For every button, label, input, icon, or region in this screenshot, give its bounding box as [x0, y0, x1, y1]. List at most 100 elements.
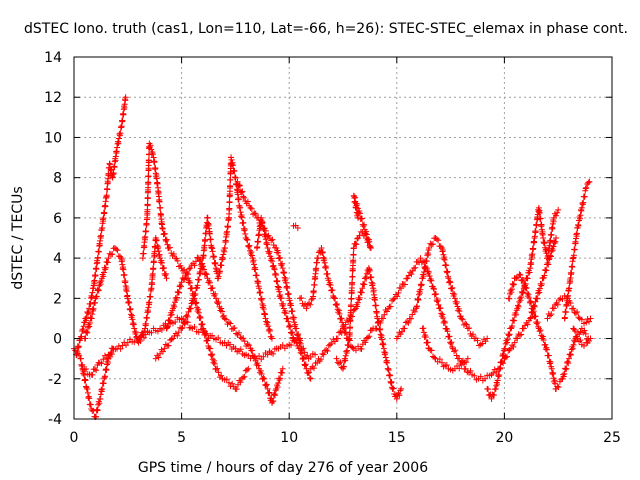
data-point — [153, 237, 160, 244]
data-point — [451, 291, 458, 298]
data-point — [319, 249, 326, 256]
data-point — [286, 322, 293, 329]
data-point — [443, 362, 450, 369]
data-point — [568, 269, 575, 276]
data-point — [441, 256, 448, 263]
data-point — [491, 392, 498, 399]
data-point — [538, 280, 545, 287]
data-point — [241, 373, 248, 380]
data-point — [223, 316, 230, 323]
data-point — [270, 350, 277, 357]
data-point — [536, 209, 543, 216]
data-point — [150, 151, 157, 158]
data-point — [435, 301, 442, 308]
data-point — [494, 377, 501, 384]
series-6 — [163, 254, 286, 406]
data-point — [437, 304, 444, 311]
data-point — [297, 340, 304, 347]
data-point — [140, 334, 147, 341]
data-point — [584, 316, 591, 323]
data-point — [380, 315, 387, 322]
data-point — [574, 309, 581, 316]
y-axis-label: dSTEC / TECUs — [10, 186, 26, 289]
data-point — [523, 274, 530, 281]
data-point — [105, 255, 112, 262]
data-point — [146, 299, 153, 306]
data-point — [542, 266, 549, 273]
data-point — [163, 236, 170, 243]
data-point — [271, 266, 278, 273]
data-point — [191, 324, 198, 331]
data-point — [586, 318, 593, 325]
data-point — [372, 302, 379, 309]
data-point — [158, 326, 165, 333]
data-point — [446, 278, 453, 285]
data-point — [259, 219, 266, 226]
data-point — [284, 284, 291, 291]
x-tick-label: 10 — [280, 430, 298, 446]
data-point — [383, 308, 390, 315]
x-tick-label: 25 — [603, 430, 621, 446]
data-point — [409, 311, 416, 318]
data-point — [275, 380, 282, 387]
x-tick-label: 15 — [388, 430, 406, 446]
data-point — [211, 360, 218, 367]
data-point — [106, 250, 113, 257]
data-point — [430, 285, 437, 292]
data-point — [86, 323, 93, 330]
data-point — [275, 249, 282, 256]
data-point — [443, 325, 450, 332]
data-point — [287, 323, 294, 330]
data-point — [447, 279, 454, 286]
data-point — [504, 336, 511, 343]
data-point — [536, 285, 543, 292]
data-point — [100, 269, 107, 276]
data-point — [508, 289, 515, 296]
data-point — [188, 300, 195, 307]
data-point — [220, 312, 227, 319]
data-point — [538, 282, 545, 289]
data-point — [371, 296, 378, 303]
data-point — [144, 315, 151, 322]
data-point — [511, 317, 518, 324]
data-point — [279, 260, 286, 267]
data-point — [464, 355, 471, 362]
data-point — [550, 370, 557, 377]
data-point — [554, 301, 561, 308]
data-point — [436, 356, 443, 363]
data-point — [564, 358, 571, 365]
data-point — [169, 335, 176, 342]
data-point — [505, 332, 512, 339]
data-point — [263, 381, 270, 388]
data-point — [164, 241, 171, 248]
data-point — [456, 365, 463, 372]
data-point — [583, 319, 590, 326]
data-point — [334, 306, 341, 313]
data-point — [103, 354, 110, 361]
data-point — [99, 386, 106, 393]
data-point — [200, 266, 207, 273]
data-point — [338, 329, 345, 336]
data-point — [352, 198, 359, 205]
data-point — [257, 289, 264, 296]
data-point — [418, 281, 425, 288]
data-point — [524, 275, 531, 282]
data-point — [342, 321, 349, 328]
data-point — [305, 369, 312, 376]
data-point — [119, 117, 126, 124]
data-point — [168, 311, 175, 318]
data-point — [177, 282, 184, 289]
plot-frame — [73, 56, 613, 420]
data-point — [211, 253, 218, 260]
data-point — [404, 318, 411, 325]
data-point — [228, 326, 235, 333]
data-point — [166, 317, 173, 324]
y-tick-label: 0 — [53, 332, 62, 348]
data-point — [547, 312, 554, 319]
data-point — [550, 305, 557, 312]
data-point — [298, 350, 305, 357]
data-point — [258, 295, 265, 302]
data-point — [570, 341, 577, 348]
data-point — [147, 293, 154, 300]
data-point — [241, 194, 248, 201]
